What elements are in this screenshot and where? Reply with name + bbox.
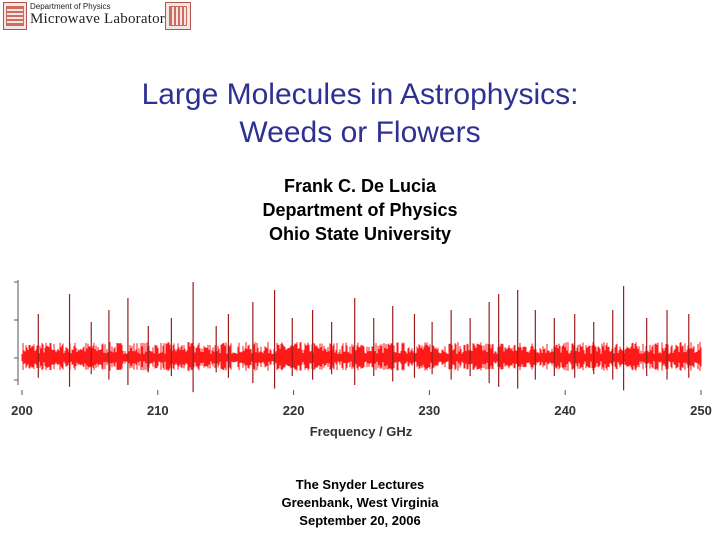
- spectrum-lines: [37, 282, 690, 393]
- author-block: Frank C. De Lucia Department of Physics …: [0, 174, 720, 246]
- x-tick-label-2: 220: [283, 403, 305, 418]
- y-axis: [14, 280, 19, 385]
- header-logos: Department of Physics Microwave Laborato…: [0, 0, 200, 30]
- lecture-date: September 20, 2006: [299, 513, 421, 528]
- x-tick-label-4: 240: [554, 403, 576, 418]
- x-tick-label-1: 210: [147, 403, 169, 418]
- spectrum-chart: 200 210 220 230 240 250 Frequency / GHz: [11, 280, 712, 439]
- ohio-state-logo-left: [3, 2, 27, 30]
- slide-title: Large Molecules in Astrophysics: Weeds o…: [0, 76, 720, 152]
- x-axis: 200 210 220 230 240 250: [11, 390, 712, 418]
- lecture-series: The Snyder Lectures: [295, 477, 425, 492]
- lecture-info: The Snyder Lectures Greenbank, West Virg…: [0, 476, 720, 530]
- spectrum-dense-trace: [21, 342, 702, 371]
- title-line-1: Large Molecules in Astrophysics:: [141, 78, 579, 111]
- department-label: Department of Physics: [30, 2, 111, 11]
- author-name: Frank C. De Lucia: [283, 176, 437, 196]
- x-tick-label-0: 200: [11, 403, 33, 418]
- x-axis-label: Frequency / GHz: [310, 424, 413, 439]
- lecture-location: Greenbank, West Virginia: [281, 495, 439, 510]
- x-tick-label-5: 250: [690, 403, 712, 418]
- ohio-state-logo-right: [165, 2, 191, 30]
- x-tick-label-3: 230: [419, 403, 441, 418]
- dense-trace-path: [21, 342, 702, 371]
- laboratory-label: Microwave Laboratory: [30, 11, 173, 27]
- title-line-2: Weeds or Flowers: [239, 116, 481, 149]
- author-department: Department of Physics: [262, 200, 458, 220]
- author-university: Ohio State University: [268, 224, 452, 244]
